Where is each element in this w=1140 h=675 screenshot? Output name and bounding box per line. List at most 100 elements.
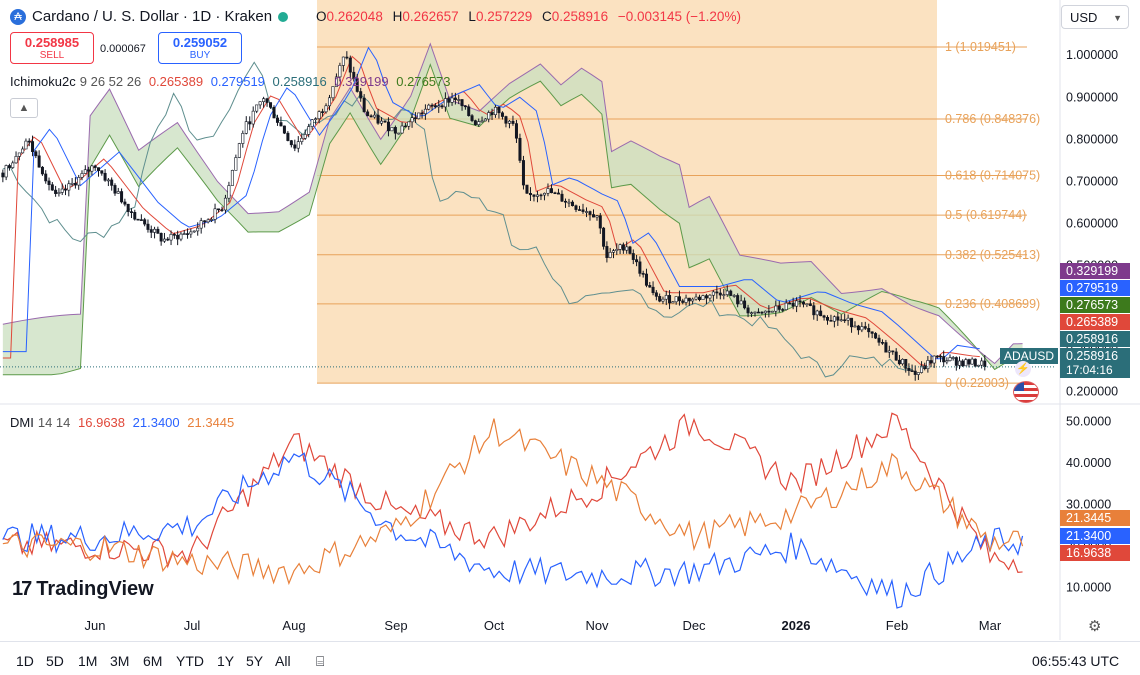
candle-down <box>64 188 68 191</box>
candle-up <box>227 185 231 199</box>
timeframe-button-all[interactable]: All <box>275 653 291 669</box>
dmi-legend[interactable]: DMI 14 14 16.9638 21.3400 21.3445 <box>10 415 238 430</box>
candle-down <box>103 172 107 181</box>
candle-down <box>983 360 987 368</box>
candle-down <box>463 105 467 108</box>
chevron-down-icon: ▼ <box>1113 13 1122 23</box>
candle-down <box>289 140 293 146</box>
candle-down <box>907 368 911 371</box>
buy-button[interactable]: 0.259052 BUY <box>158 32 242 64</box>
candle-down <box>591 214 595 218</box>
candle-down <box>641 273 645 275</box>
timeframe-button-1m[interactable]: 1M <box>78 653 98 669</box>
candle-up <box>213 208 217 220</box>
timeframe-button-6m[interactable]: 6M <box>143 653 163 669</box>
candle-down <box>973 358 977 367</box>
candle-down <box>528 193 532 196</box>
timeframe-button-5d[interactable]: 5D <box>46 653 64 669</box>
timeframe-button-1d[interactable]: 1D <box>16 653 34 669</box>
leading-span-b-value: 0.329199 <box>334 74 389 89</box>
candle-down <box>393 127 397 134</box>
price-axis-tag: 0.279519 <box>1060 280 1130 296</box>
candle-up <box>815 310 819 316</box>
timeframe-button-1y[interactable]: 1Y <box>217 653 235 669</box>
candle-up <box>671 301 675 304</box>
base-line <box>2 46 980 360</box>
candle-up <box>483 118 487 122</box>
candle-down <box>129 211 133 213</box>
candle-up <box>21 148 25 154</box>
candle-down <box>819 310 823 317</box>
candle-down <box>549 188 553 194</box>
dmi-axis-tick: 50.0000 <box>1066 415 1111 429</box>
candle-down <box>275 117 279 123</box>
us-flag-icon[interactable] <box>1013 381 1039 403</box>
timeframe-button-3m[interactable]: 3M <box>110 653 130 669</box>
candle-up <box>964 359 968 367</box>
gear-icon[interactable]: ⚙ <box>1088 618 1102 635</box>
candle-up <box>832 316 836 322</box>
candle-down <box>440 105 444 108</box>
candle-up <box>296 141 300 149</box>
sell-button[interactable]: 0.258985 SELL <box>10 32 94 64</box>
candle-up <box>210 219 214 221</box>
candle-up <box>708 294 712 299</box>
lightning-icon[interactable]: ⚡ <box>1015 361 1031 377</box>
candle-down <box>146 223 150 230</box>
candle-up <box>480 120 484 123</box>
candle-down <box>433 105 437 108</box>
candle-down <box>386 121 390 132</box>
candle-down <box>850 317 854 328</box>
tradingview-logo[interactable]: 17 TradingView <box>12 578 154 601</box>
symbol-title[interactable]: Cardano / U. S. Dollar · 1D · Kraken <box>32 8 273 25</box>
candle-down <box>929 360 933 364</box>
candle-up <box>860 326 864 331</box>
candle-up <box>951 357 955 359</box>
candle-down <box>777 305 781 310</box>
candle-up <box>926 360 930 369</box>
candle-up <box>701 295 705 301</box>
candle-down <box>563 200 567 203</box>
candle-up <box>314 118 318 121</box>
candle-down <box>500 112 504 117</box>
fib-level-label: 0 (0.22003) <box>945 376 1009 390</box>
candle-down <box>355 78 359 92</box>
candle-down <box>136 218 140 221</box>
chevron-up-icon[interactable]: ▲ <box>10 98 38 118</box>
timeframe-button-5y[interactable]: 5Y <box>246 653 264 669</box>
symbol-header[interactable]: ₳ Cardano / U. S. Dollar · 1D · Kraken <box>10 8 289 25</box>
candle-down <box>654 292 658 297</box>
candle-up <box>542 192 546 196</box>
candle-down <box>556 192 560 195</box>
utc-clock[interactable]: 06:55:43 UTC <box>1032 653 1120 669</box>
candle-up <box>948 357 952 361</box>
candle-down <box>470 115 474 121</box>
candle-up <box>661 298 665 302</box>
timeframe-button-ytd[interactable]: YTD <box>176 653 204 669</box>
candle-down <box>156 228 160 234</box>
candle-down <box>880 342 884 344</box>
ichimoku-legend[interactable]: Ichimoku2c 9 26 52 26 0.265389 0.279519 0… <box>10 74 455 89</box>
currency-select[interactable]: USD ▼ <box>1061 5 1129 29</box>
price-axis-tag: 0.265389 <box>1060 314 1130 330</box>
sell-label: SELL <box>39 50 65 61</box>
time-axis-label: Jun <box>85 618 106 633</box>
candle-up <box>60 188 64 193</box>
candle-down <box>829 320 833 322</box>
calendar-range-icon[interactable]: ⌸ <box>316 653 325 669</box>
candle-up <box>753 311 757 314</box>
candle-up <box>234 157 238 171</box>
candle-up <box>493 106 497 115</box>
candle-down <box>913 370 917 375</box>
indicator-name: Ichimoku2c <box>10 74 76 89</box>
time-axis-label: Oct <box>484 618 505 633</box>
dmi-axis-tick: 10.0000 <box>1066 580 1111 594</box>
candle-down <box>942 356 946 363</box>
base-line-value: 0.279519 <box>210 74 265 89</box>
candle-down <box>598 215 602 229</box>
currency-value: USD <box>1070 10 1098 25</box>
candle-down <box>801 301 805 305</box>
candle-up <box>970 358 974 365</box>
candle-up <box>417 112 421 119</box>
